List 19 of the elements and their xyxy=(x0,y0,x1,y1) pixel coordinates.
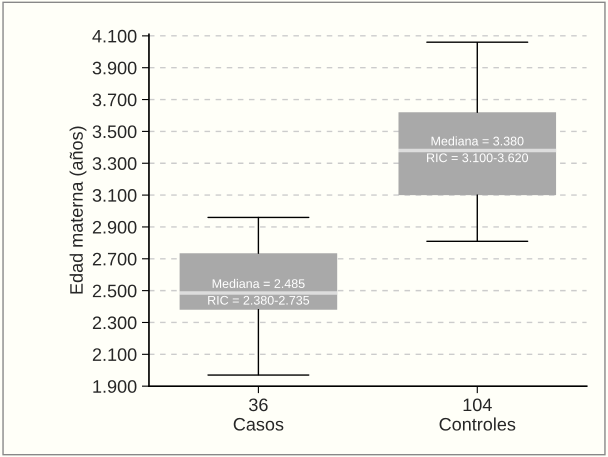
y-tick-label: 2.500 xyxy=(92,284,136,298)
x-tick-label: 36 Casos xyxy=(234,398,284,431)
annotation: Mediana = 2.485 xyxy=(212,278,305,288)
y-tick-label: 3.900 xyxy=(92,62,136,74)
y-tick-label: 3.500 xyxy=(92,125,136,138)
y-tick-label: 3.100 xyxy=(92,189,136,202)
annotation: RIC = 2.380-2.735 xyxy=(208,296,310,305)
y-tick-label: 2.300 xyxy=(92,316,136,330)
y-tick-label: 2.100 xyxy=(92,348,136,362)
annotation: Mediana = 3.380 xyxy=(432,136,524,146)
y-tick-label: 2.700 xyxy=(92,252,136,266)
y-axis-title: Edad materna (años) xyxy=(70,126,86,294)
y-tick-label: 4.100 xyxy=(92,30,136,43)
annotation: RIC = 3.100-3.620 xyxy=(427,153,528,162)
y-tick-label: 1.900 xyxy=(93,380,136,393)
x-tick-label: 104 Controles xyxy=(440,398,516,431)
y-tick-label: 3.300 xyxy=(92,157,136,170)
y-tick-label: 2.900 xyxy=(92,220,136,234)
y-tick-label: 3.700 xyxy=(92,93,136,106)
